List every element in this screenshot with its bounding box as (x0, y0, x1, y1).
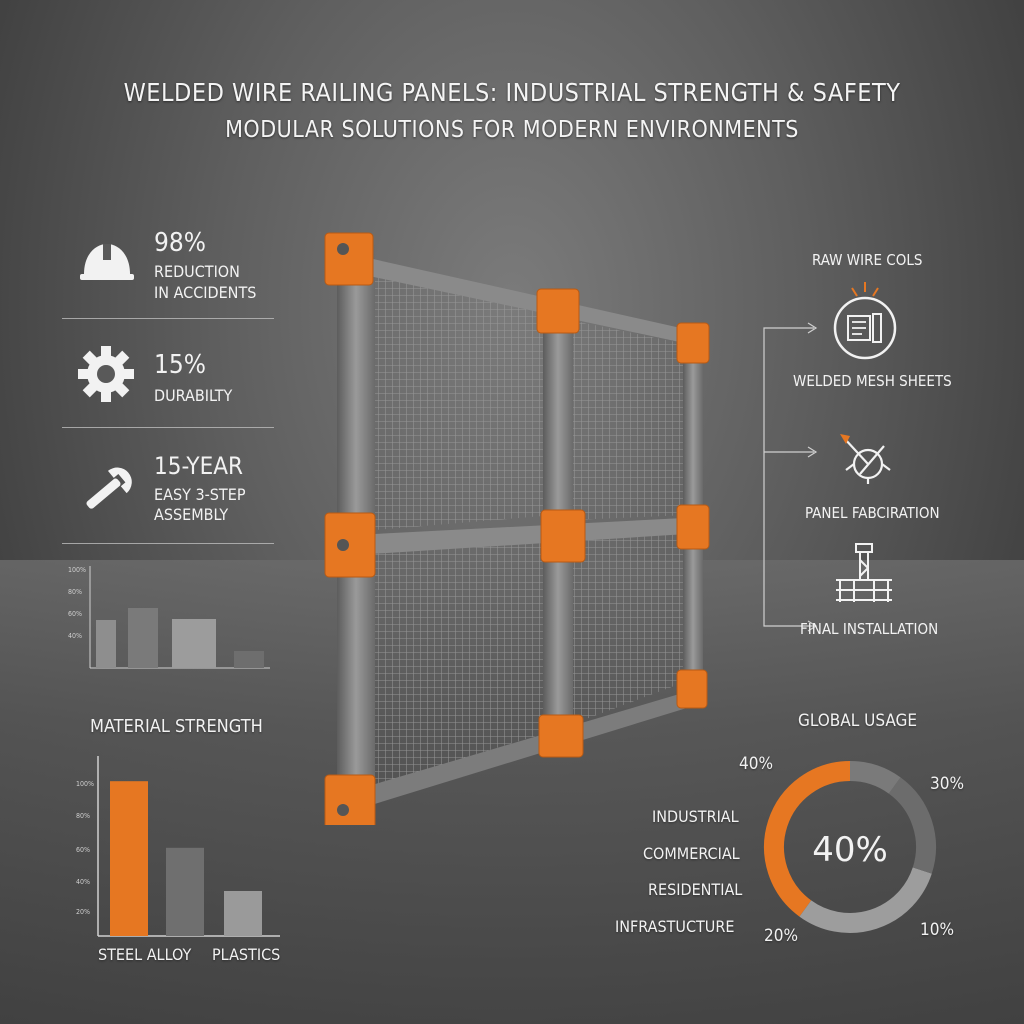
donut-percent-label: 20% (764, 926, 798, 946)
material-strength-bar (110, 781, 148, 936)
usage-category: RESIDENTIAL (648, 880, 743, 899)
page-title: WELDED WIRE RAILING PANELS: INDUSTRIAL S… (123, 78, 901, 107)
material-strength-bar (224, 891, 262, 936)
usage-category: INDUSTRIAL (652, 807, 739, 826)
donut-slice (799, 867, 932, 933)
mini-bar-chart: 100% 80% 60% 40% (62, 562, 274, 672)
material-strength-chart: 100% 80% 60% 40% 20% (64, 752, 284, 942)
global-usage-title: GLOBAL USAGE (798, 711, 918, 731)
process-flow-connector (763, 322, 818, 632)
railing-panel-illustration (324, 232, 710, 825)
gear-icon (78, 346, 134, 402)
donut-percent-label: 10% (920, 920, 954, 940)
tick-label: 100% (68, 566, 87, 574)
x-label-steel-alloy: STEEL ALLOY (98, 945, 192, 964)
scaffold-installation-icon (836, 543, 892, 602)
stat-label: EASY 3-STEP (154, 485, 246, 504)
process-step-welded-mesh: WELDED MESH SHEETS (793, 372, 952, 390)
mini-chart-bar (96, 620, 116, 668)
stat-label: REDUCTION (154, 262, 240, 281)
stat-accident-reduction: 98% REDUCTION IN ACCIDENTS (62, 228, 274, 318)
stat-label: DURABILTY (154, 386, 233, 405)
tick-label: 60% (76, 846, 90, 854)
tick-label: 80% (76, 812, 90, 820)
page-subtitle: MODULAR SOLUTIONS FOR MODERN ENVIRONMENT… (225, 117, 799, 143)
stat-label: IN ACCIDENTS (154, 283, 257, 302)
tick-label: 20% (76, 908, 90, 916)
donut-slice (888, 777, 936, 874)
divider (62, 543, 274, 544)
wrench-icon (86, 467, 132, 509)
stat-durability: 15% DURABILTY (62, 338, 274, 418)
material-chart-plot (97, 756, 280, 937)
tick-label: 60% (68, 610, 82, 618)
global-usage-donut: 40% (764, 761, 936, 933)
usage-category: COMMERCIAL (643, 844, 740, 863)
mini-chart-plot (89, 566, 270, 669)
mesh-sheet-icon (833, 282, 897, 360)
process-step-raw-wire: RAW WIRE COLS (812, 251, 923, 269)
donut-slice (764, 761, 851, 917)
material-strength-bar (166, 847, 204, 936)
usage-category: INFRASTUCTURE (615, 917, 735, 936)
mini-chart-bar (234, 651, 264, 668)
donut-center-label: 40% (812, 830, 888, 870)
process-step-final-installation: FINAL INSTALLATION (800, 620, 939, 638)
stat-value: 15-YEAR (154, 452, 244, 480)
material-chart-title: MATERIAL STRENGTH (90, 716, 263, 737)
tick-label: 40% (76, 878, 90, 886)
tick-label: 40% (68, 632, 82, 640)
divider (62, 427, 274, 428)
process-step-panel-fabrication: PANEL FABCIRATION (805, 504, 940, 522)
hard-hat-icon (80, 244, 134, 280)
tick-label: 80% (68, 588, 82, 596)
welding-torch-icon (840, 434, 891, 484)
mini-chart-bar (128, 608, 158, 668)
donut-percent-label: 30% (930, 774, 964, 794)
tick-label: 100% (76, 780, 95, 788)
donut-percent-label: 40% (739, 754, 773, 774)
divider (62, 318, 274, 319)
stat-value: 98% (154, 228, 206, 258)
donut-slice (849, 761, 901, 794)
mini-chart-bar (172, 619, 216, 668)
stat-value: 15% (154, 350, 206, 380)
stat-assembly: 15-YEAR EASY 3-STEP ASSEMBLY (62, 452, 274, 542)
x-label-plastics: PLASTICS (212, 945, 281, 964)
stat-label: ASSEMBLY (154, 505, 229, 524)
